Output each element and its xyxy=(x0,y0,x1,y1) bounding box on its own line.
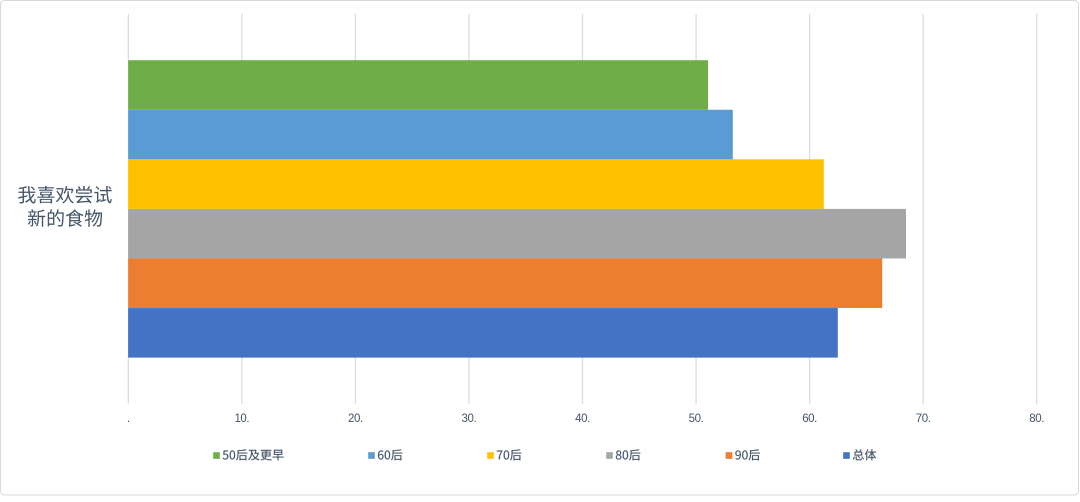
svg-text:70.: 70. xyxy=(916,413,931,425)
svg-text:.: . xyxy=(127,413,130,425)
svg-text:30.: 30. xyxy=(462,413,477,425)
svg-text:20.: 20. xyxy=(348,413,363,425)
svg-text:50.: 50. xyxy=(689,413,704,425)
svg-text:40.: 40. xyxy=(575,413,590,425)
svg-text:60.: 60. xyxy=(802,413,817,425)
svg-text:80.: 80. xyxy=(1029,413,1044,425)
svg-text:10.: 10. xyxy=(234,413,249,425)
